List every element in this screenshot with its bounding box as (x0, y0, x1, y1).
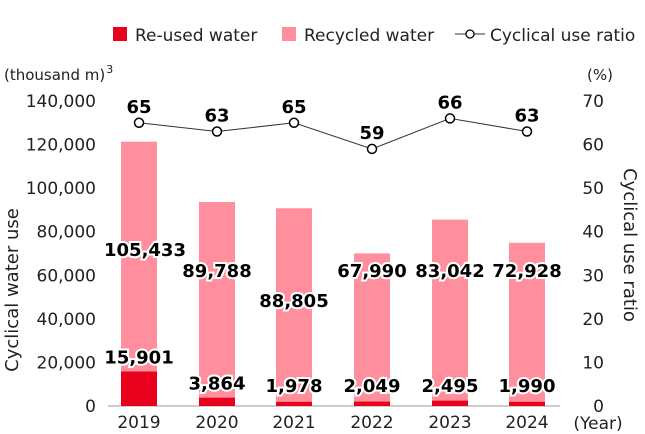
line-point (366, 143, 378, 155)
left-tick-label: 0 (85, 397, 96, 417)
bar-recycled-water (121, 141, 157, 372)
data-label-recycled: 105,433 (104, 240, 186, 261)
data-label-recycled: 72,928 (492, 261, 561, 282)
data-label-ratio: 65 (281, 97, 306, 118)
legend-label-reused: Re-used water (135, 26, 257, 46)
left-tick-label: 120,000 (26, 136, 96, 156)
left-tick-label: 100,000 (26, 179, 96, 199)
bar-reused-water (432, 400, 468, 406)
data-label-ratio: 66 (437, 92, 462, 113)
right-tick-label: 70 (582, 92, 604, 112)
data-label-reused: 1,978 (266, 376, 323, 397)
right-tick-label: 40 (582, 223, 604, 243)
bar-recycled-water (276, 208, 312, 402)
left-tick-label: 40,000 (37, 310, 96, 330)
data-label-ratio: 63 (204, 106, 229, 127)
x-axis-unit: (Year) (573, 414, 622, 434)
bar-reused-water (121, 371, 157, 406)
right-axis-unit: (%) (587, 66, 613, 84)
data-label-reused: 15,901 (104, 347, 173, 368)
line-point (133, 117, 145, 129)
data-label-ratio: 65 (126, 97, 151, 118)
legend-label-ratio: Cyclical use ratio (490, 26, 635, 46)
right-tick-label: 60 (582, 136, 604, 156)
left-tick-label: 20,000 (37, 353, 96, 373)
data-label-reused: 3,864 (189, 374, 246, 395)
data-label-recycled: 83,042 (415, 261, 484, 282)
legend-swatch-reused (113, 27, 127, 41)
left-tick-label: 60,000 (37, 266, 96, 286)
bar-reused-water (509, 401, 545, 406)
x-tick-label: 2019 (117, 413, 160, 433)
legend-label-recycled: Recycled water (304, 26, 434, 46)
right-tick-label: 30 (582, 266, 604, 286)
right-tick-label: 50 (582, 179, 604, 199)
left-axis-unit: (thousand m) (4, 66, 105, 84)
line-point (444, 113, 456, 124)
line-point (288, 117, 300, 129)
bar-recycled-water (199, 201, 235, 398)
right-tick-label: 20 (582, 310, 604, 330)
bar-reused-water (276, 401, 312, 406)
left-tick-label: 80,000 (37, 223, 96, 243)
right-axis-label: Cyclical use ratio (619, 168, 640, 322)
x-tick-label: 2020 (195, 413, 238, 433)
data-label-ratio: 63 (514, 106, 539, 127)
data-label-recycled: 67,990 (337, 261, 406, 282)
x-tick-label: 2021 (272, 413, 315, 433)
data-label-recycled: 89,788 (182, 261, 251, 282)
x-tick-label: 2022 (350, 413, 393, 433)
bar-recycled-water (509, 242, 545, 402)
line-point (211, 126, 223, 137)
line-point (521, 126, 533, 137)
bar-recycled-water (354, 253, 390, 402)
data-label-reused: 2,049 (344, 376, 401, 397)
data-label-ratio: 59 (359, 123, 384, 144)
line-cyclical-use-ratio (138, 117, 528, 150)
left-axis-label: Cyclical water use (2, 208, 23, 372)
x-tick-label: 2024 (505, 413, 548, 433)
bar-recycled-water (432, 219, 468, 401)
legend-swatch-recycled (282, 27, 296, 41)
right-tick-label: 10 (582, 353, 604, 373)
left-tick-label: 140,000 (26, 92, 96, 112)
data-label-reused: 2,495 (422, 376, 479, 397)
bar-reused-water (354, 401, 390, 406)
data-label-reused: 1,990 (499, 376, 556, 397)
legend-marker-ratio (465, 29, 475, 39)
x-tick-label: 2023 (428, 413, 471, 433)
data-label-recycled: 88,805 (259, 291, 328, 312)
right-tick-label: 0 (593, 397, 604, 417)
left-axis-unit-superscript: 3 (106, 63, 113, 76)
bar-reused-water (199, 397, 235, 406)
